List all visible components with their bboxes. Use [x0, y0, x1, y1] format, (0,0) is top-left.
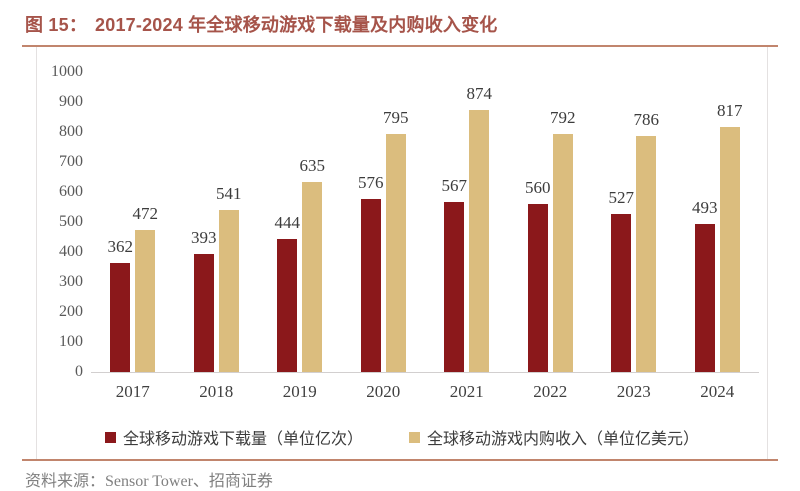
downloads-bar: 560: [525, 178, 551, 372]
x-axis-label: 2019: [282, 382, 317, 401]
y-tick-label: 500: [59, 213, 83, 230]
value-label: 527: [608, 187, 635, 207]
value-label: 795: [383, 107, 409, 127]
downloads-bar: 444: [275, 213, 300, 372]
value-label: 444: [274, 212, 301, 232]
y-axis: 0 100 200 300 400 500 600 700 800 900 1000: [37, 63, 83, 380]
legend-item: 全球移动游戏内购收入（单位亿美元）: [409, 425, 699, 449]
y-tick-label: 800: [59, 123, 83, 140]
bar-group: 362 472 2017: [108, 204, 159, 401]
bar-group: 560 792 2022: [525, 108, 576, 401]
value-label: 560: [525, 178, 551, 197]
bar-group: 567 874 2021: [442, 84, 493, 401]
x-axis-label: 2023: [616, 382, 651, 401]
value-label: 393: [191, 228, 217, 248]
y-tick-label: 100: [59, 333, 83, 350]
downloads-bar: 362: [108, 237, 133, 372]
value-label: 362: [107, 237, 134, 257]
x-axis-label: 2022: [533, 382, 568, 401]
legend-label: 全球移动游戏内购收入（单位亿美元）: [427, 431, 700, 448]
value-label: 786: [633, 110, 660, 130]
figure-number-label: 图 15：: [25, 15, 88, 35]
value-label: 493: [692, 198, 718, 218]
revenue-bar: 792: [550, 108, 576, 372]
revenue-bar: 795: [383, 108, 409, 372]
x-axis-label: 2024: [700, 382, 735, 401]
y-tick-label: 300: [59, 273, 83, 290]
revenue-bar: 874: [467, 84, 492, 372]
y-tick-label: 700: [59, 153, 83, 170]
y-tick-label: 600: [59, 183, 83, 200]
legend-label: 全球移动游戏下载量（单位亿次）: [122, 431, 363, 448]
downloads-bar: 493: [692, 198, 718, 372]
y-tick-label: 1000: [51, 63, 83, 80]
legend: 全球移动游戏下载量（单位亿次） 全球移动游戏内购收入（单位亿美元）: [37, 425, 767, 449]
x-axis-label: 2017: [115, 382, 150, 401]
downloads-bar: 527: [609, 188, 634, 372]
bar-group: 444 635 2019: [275, 156, 326, 402]
bar-group: 527 786 2023: [609, 110, 660, 401]
legend-item: 全球移动游戏下载量（单位亿次）: [104, 425, 363, 449]
plot-area: 362 472 2017 393 541 2018 444 635 2019 576 795 2020…: [91, 72, 759, 402]
downloads-bar: 393: [191, 228, 217, 372]
downloads-bar: 567: [442, 176, 467, 372]
downloads-bar: 576: [358, 173, 384, 372]
value-label: 874: [466, 83, 493, 103]
figure-title: 图 15： 2017-2024 年全球移动游戏下载量及内购收入变化: [22, 0, 778, 47]
source-note: 资料来源：Sensor Tower、招商证券: [25, 473, 273, 490]
revenue-bar: 786: [634, 110, 659, 372]
value-label: 541: [216, 183, 242, 203]
value-label: 817: [717, 100, 743, 120]
value-label: 472: [132, 204, 159, 224]
x-axis-label: 2021: [449, 382, 484, 401]
x-axis-label: 2020: [366, 382, 401, 401]
bar-group: 493 817 2024: [692, 101, 743, 401]
y-tick-label: 0: [75, 363, 83, 380]
bar-group: 393 541 2018: [191, 184, 242, 401]
y-tick-label: 200: [59, 303, 83, 320]
y-tick-label: 400: [59, 243, 83, 260]
y-tick-label: 900: [59, 93, 83, 110]
legend-swatch-icon: [104, 431, 116, 443]
legend-swatch-icon: [409, 431, 420, 443]
bar-chart: 0 100 200 300 400 500 600 700 800 900 1000 362 472 2…: [36, 47, 768, 459]
revenue-bar: 635: [300, 156, 325, 372]
chart-container: 0 100 200 300 400 500 600 700 800 900 1000 362 472 2…: [22, 47, 778, 461]
revenue-bar: 472: [133, 204, 158, 372]
value-label: 576: [358, 173, 384, 193]
figure-title-text: 2017-2024 年全球移动游戏下载量及内购收入变化: [95, 15, 498, 35]
value-label: 635: [299, 155, 326, 175]
revenue-bar: 541: [216, 184, 242, 372]
value-label: 792: [550, 108, 576, 128]
x-axis-label: 2018: [199, 382, 234, 401]
bar-group: 576 795 2020: [358, 108, 409, 402]
value-label: 567: [441, 175, 468, 195]
revenue-bar: 817: [717, 101, 743, 372]
